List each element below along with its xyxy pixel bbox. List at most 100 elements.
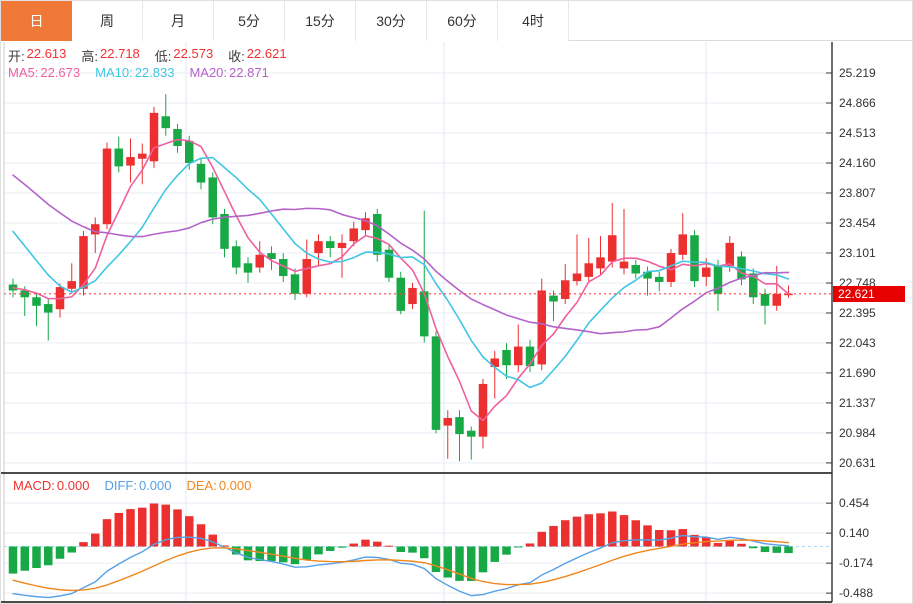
tab-m5[interactable]: 5分 [214,1,285,41]
macd-bar [455,546,464,581]
price-tick-label: 22.395 [839,306,876,320]
macd-bar [79,542,88,547]
tab-h4[interactable]: 4时 [498,1,569,41]
legend-ma-ma10: MA10: 22.833 [95,65,175,80]
macd-bar [20,546,29,571]
candle-body [114,148,123,167]
candle-body [690,235,699,282]
candle-body [255,254,264,268]
macd-bar [490,546,499,562]
candle-body [337,242,347,248]
macd-bar [408,546,417,553]
macd-bar [584,514,593,547]
tab-m60[interactable]: 60分 [427,1,498,41]
tab-day[interactable]: 日 [1,1,72,41]
candle-body [760,293,770,306]
candle-body [420,291,429,337]
price-tick-label: 21.337 [839,395,876,410]
candle-body [772,293,781,306]
candle-body [208,177,217,218]
price-tick-label: 23.807 [839,186,876,200]
candle-body [126,157,135,166]
tab-m15[interactable]: 15分 [285,1,356,41]
dea-line [12,539,790,592]
macd-bar [149,503,159,547]
candle-body [525,346,535,367]
macd-bar [326,546,335,551]
candle-body [32,297,41,306]
candle-body [326,241,335,248]
macd-bar [138,507,147,547]
candle-body [514,346,523,366]
price-panel [8,94,793,462]
macd-tick-label: -0.174 [839,556,874,571]
macd-panel [4,503,832,599]
macd-bar [173,509,182,547]
macd-bar [67,546,76,553]
macd-bar [713,542,723,547]
candle-body [173,129,182,147]
price-tick-label: 25.219 [839,66,876,80]
price-tick-label: 23.454 [839,216,876,230]
candle-body [279,259,288,277]
macd-bar [561,520,570,547]
candle-body [91,224,100,235]
macd-bar [161,504,170,547]
macd-tick-label: 0.454 [839,496,870,511]
legend-ma-ma5: MA5: 22.673 [8,65,81,80]
macd-bar [420,546,429,559]
macd-bar [302,546,311,561]
macd-bar [572,516,582,547]
price-tick-label: 24.160 [839,156,876,170]
legend-macd-diff: DIFF: 0.000 [104,478,172,493]
macd-bar [208,534,217,547]
candle-body [478,383,488,437]
candle-body [67,281,76,289]
candle-body [314,241,323,254]
macd-bar [549,525,558,547]
candle-body [267,253,276,260]
macd-bar [361,539,370,547]
legend-ohlc-close: 收: 22.621 [228,46,287,64]
macd-bar [185,516,194,547]
candle-body [619,261,629,269]
candle-body [138,153,147,159]
macd-bar [126,509,135,547]
macd-bar [44,546,53,566]
candle-body [196,163,206,183]
macd-bar [596,513,605,547]
candle-body [631,264,640,274]
macd-bar [196,524,206,547]
macd-bar [514,546,523,548]
tab-week[interactable]: 周 [72,1,143,41]
macd-bar [760,546,770,553]
candle-body [302,259,311,294]
candle-body [725,242,734,266]
macd-bar [784,546,793,554]
candlestick-series [8,94,793,462]
candle-body [431,336,441,430]
candle-body [537,290,546,365]
macd-bar [243,546,253,561]
candle-body [561,280,570,299]
candle-body [361,218,370,231]
macd-legend: MACD: 0.000 DIFF: 0.000 DEA: 0.000 [13,478,266,493]
macd-bar [55,546,65,559]
macd-bar [772,546,781,553]
price-tick-label: 23.101 [839,246,876,260]
legend-ohlc-low: 低: 22.573 [154,46,214,64]
macd-bar [655,529,664,547]
macd-bar [690,534,699,547]
legend-ohlc-open: 开: 22.613 [8,46,67,64]
tab-month[interactable]: 月 [143,1,214,41]
macd-bar [290,546,300,565]
candle-body [102,148,112,225]
macd-bar [220,545,229,547]
macd-bar [502,546,511,555]
candle-body [161,116,170,129]
candle-body [349,228,358,242]
chart-frame [1,42,833,603]
ma-legend: MA5: 22.673 MA10: 22.833 MA20: 22.871 [8,65,284,80]
tab-m30[interactable]: 30分 [356,1,427,41]
